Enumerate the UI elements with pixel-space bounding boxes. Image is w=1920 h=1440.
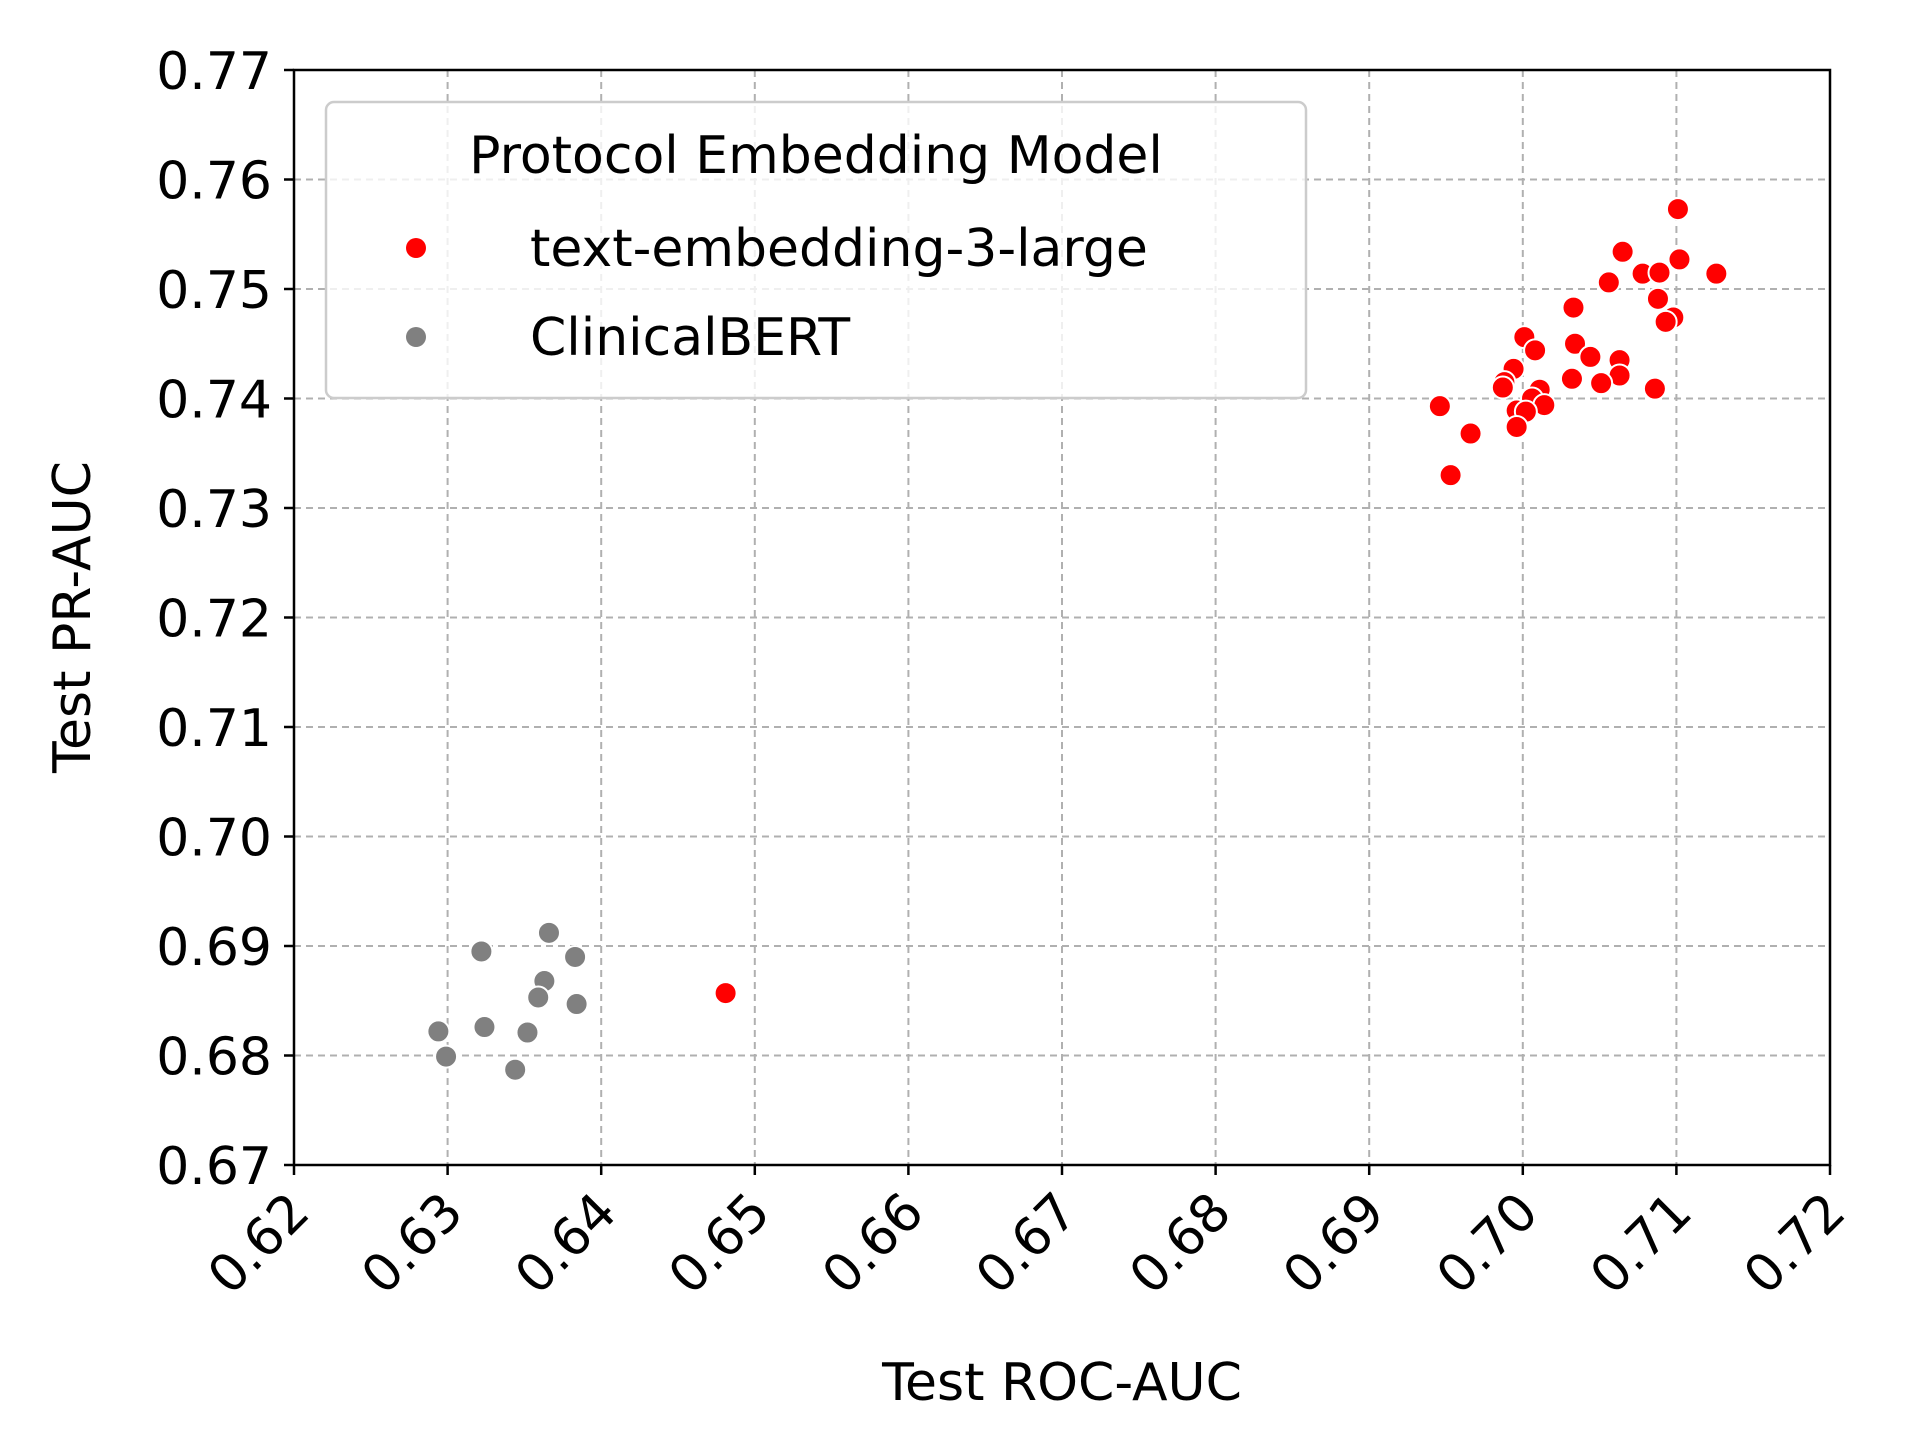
y-tick-label: 0.76: [156, 152, 272, 212]
y-tick-label: 0.71: [156, 699, 272, 759]
y-tick-label: 0.72: [156, 590, 272, 650]
data-point-text-embedding-3-large: [1610, 239, 1635, 264]
data-point-clinicalbert: [469, 939, 494, 964]
legend: Protocol Embedding Model text-embedding-…: [324, 100, 1308, 400]
data-point-text-embedding-3-large: [1438, 463, 1463, 488]
data-point-clinicalbert: [563, 944, 588, 969]
data-point-clinicalbert: [536, 920, 561, 945]
data-point-text-embedding-3-large: [713, 981, 738, 1006]
data-point-text-embedding-3-large: [1642, 376, 1667, 401]
data-point-text-embedding-3-large: [1704, 261, 1729, 286]
data-point-clinicalbert: [503, 1057, 528, 1082]
series-clinicalbert: [426, 920, 589, 1082]
y-tick-label: 0.67: [156, 1137, 272, 1197]
y-tick-label: 0.75: [156, 261, 272, 321]
y-tick-label: 0.69: [156, 918, 272, 978]
legend-title: Protocol Embedding Model: [469, 126, 1163, 186]
data-point-text-embedding-3-large: [1490, 375, 1515, 400]
data-point-text-embedding-3-large: [1589, 371, 1614, 396]
data-point-text-embedding-3-large: [1563, 331, 1588, 356]
data-point-text-embedding-3-large: [1665, 197, 1690, 222]
y-tick-label: 0.74: [156, 371, 272, 431]
y-axis-title: Test PR-AUC: [43, 461, 103, 774]
series-text-embedding-3-large: [713, 197, 1729, 1006]
legend-box: [324, 100, 1308, 400]
data-point-text-embedding-3-large: [1458, 421, 1483, 446]
data-point-text-embedding-3-large: [1561, 295, 1586, 320]
data-point-text-embedding-3-large: [1653, 309, 1678, 334]
y-tick-label: 0.68: [156, 1028, 272, 1088]
legend-label-clinicalbert: ClinicalBERT: [530, 308, 850, 368]
data-point-text-embedding-3-large: [1559, 366, 1584, 391]
data-point-clinicalbert: [564, 992, 589, 1017]
data-point-clinicalbert: [472, 1015, 497, 1040]
data-point-text-embedding-3-large: [1645, 286, 1670, 311]
legend-label-text-embedding-3-large: text-embedding-3-large: [530, 219, 1148, 279]
data-point-text-embedding-3-large: [1647, 260, 1672, 285]
y-axis: 0.67 0.68 0.69 0.70 0.71 0.72 0.73 0.74 0.75 0.76…: [156, 42, 294, 1197]
data-point-clinicalbert: [515, 1020, 540, 1045]
data-point-clinicalbert: [434, 1044, 459, 1069]
data-point-text-embedding-3-large: [1427, 394, 1452, 419]
y-tick-label: 0.73: [156, 480, 272, 540]
data-point-text-embedding-3-large: [1504, 414, 1529, 439]
legend-marker-text-embedding-3-large: [406, 238, 426, 258]
data-points: [426, 197, 1729, 1082]
data-point-text-embedding-3-large: [1667, 247, 1692, 272]
x-axis-title: Test ROC-AUC: [881, 1353, 1242, 1413]
legend-marker-clinicalbert: [406, 327, 426, 347]
data-point-text-embedding-3-large: [1578, 344, 1603, 369]
data-point-clinicalbert: [426, 1019, 451, 1044]
data-point-clinicalbert: [526, 985, 551, 1010]
data-point-text-embedding-3-large: [1596, 270, 1621, 295]
y-tick-label: 0.77: [156, 42, 272, 102]
data-point-text-embedding-3-large: [1523, 338, 1548, 363]
y-tick-label: 0.70: [156, 809, 272, 869]
